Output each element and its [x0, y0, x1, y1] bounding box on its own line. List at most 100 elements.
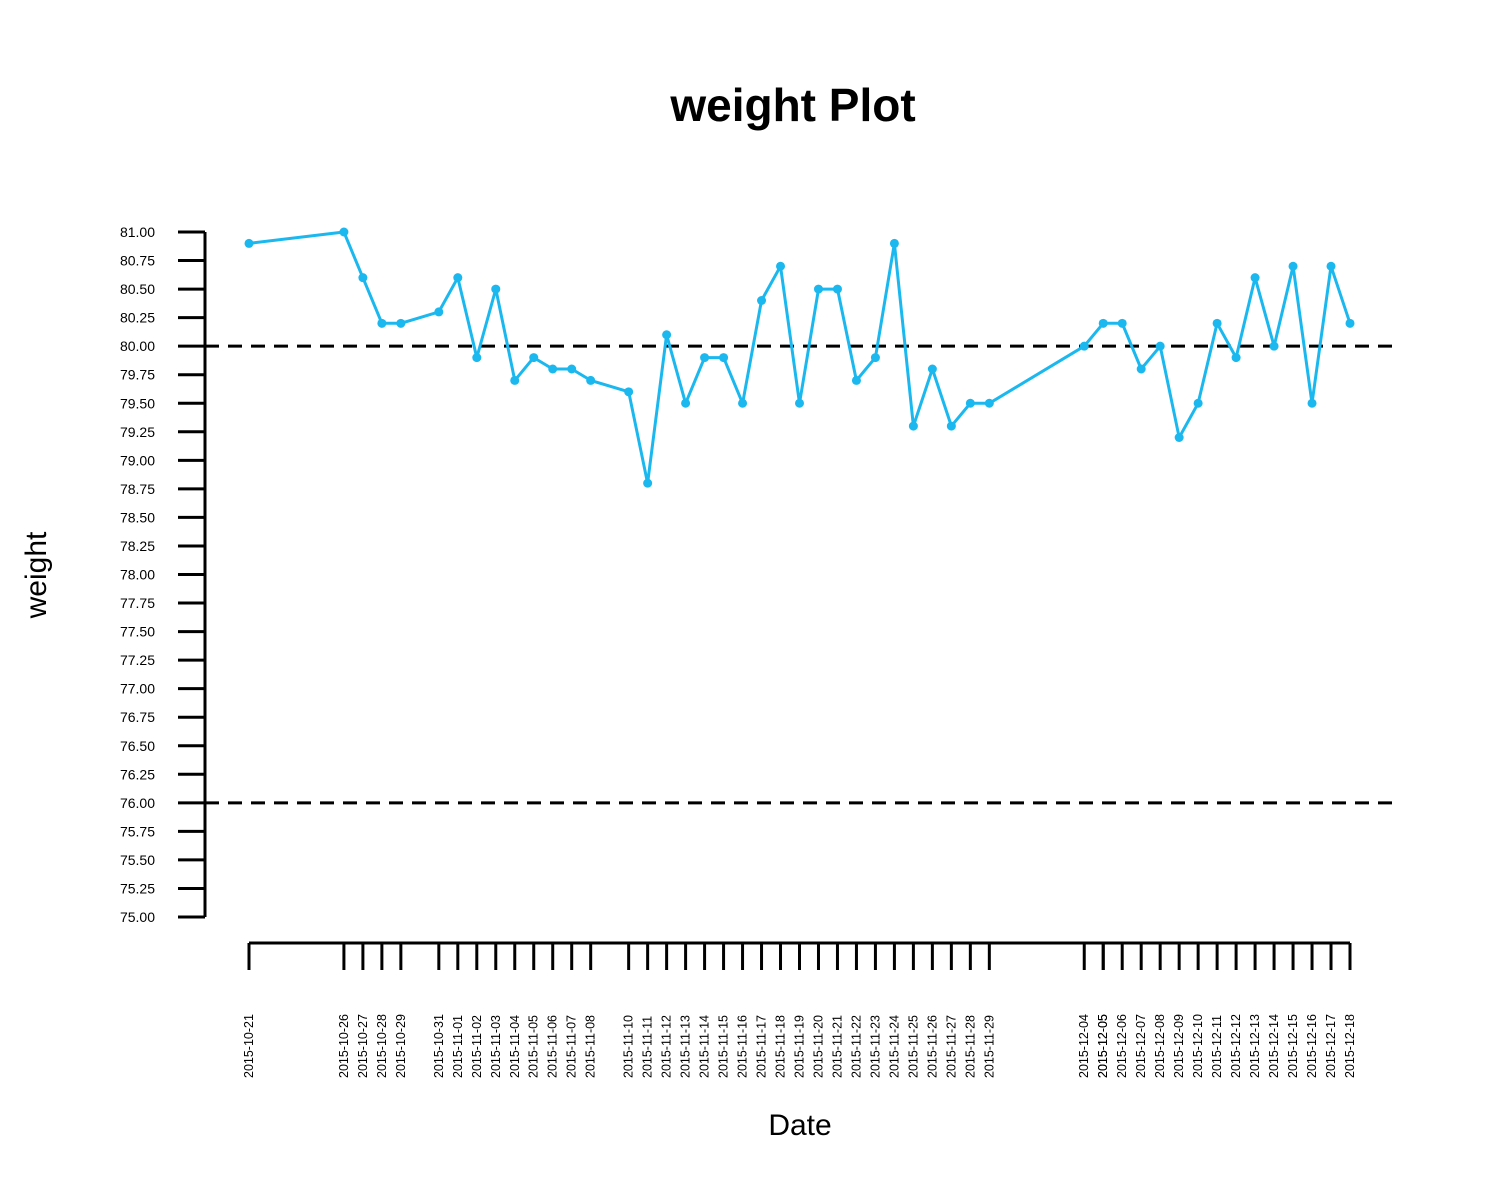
- data-point: [776, 261, 786, 271]
- y-tick-label: 76.75: [120, 709, 155, 725]
- data-point: [832, 284, 842, 294]
- data-point: [358, 273, 368, 283]
- x-tick-label: 2015-12-07: [1134, 1014, 1148, 1078]
- x-tick-label: 2015-11-20: [811, 1015, 825, 1078]
- x-tick-label: 2015-10-29: [394, 1014, 408, 1078]
- y-tick-label: 78.00: [120, 567, 155, 583]
- x-tick-label: 2015-10-21: [242, 1014, 256, 1078]
- x-tick-label: 2015-12-15: [1286, 1014, 1300, 1078]
- x-tick-label: 2015-11-13: [679, 1015, 693, 1078]
- y-tick-label: 81.00: [120, 224, 155, 240]
- x-tick-label: 2015-12-05: [1096, 1014, 1110, 1078]
- x-tick-label: 2015-11-23: [868, 1015, 882, 1078]
- y-axis-label: weight: [20, 531, 53, 619]
- x-tick-label: 2015-11-10: [622, 1015, 636, 1078]
- data-point: [1136, 364, 1146, 374]
- y-tick-label: 79.25: [120, 424, 155, 440]
- x-tick-label: 2015-12-11: [1210, 1015, 1224, 1078]
- x-tick-label: 2015-11-01: [451, 1015, 465, 1078]
- x-tick-label: 2015-11-05: [527, 1015, 541, 1078]
- data-point: [984, 398, 994, 408]
- data-point: [738, 398, 748, 408]
- data-point: [1307, 398, 1317, 408]
- data-point: [567, 364, 577, 374]
- x-tick-label: 2015-10-26: [337, 1014, 351, 1078]
- x-tick-label: 2015-11-17: [755, 1015, 769, 1078]
- y-tick-label: 80.00: [120, 338, 155, 354]
- data-point: [1326, 261, 1336, 271]
- data-point: [1079, 341, 1089, 351]
- y-tick-label: 77.50: [120, 624, 155, 640]
- y-tick-label: 76.25: [120, 766, 155, 782]
- y-tick-label: 77.25: [120, 652, 155, 668]
- x-tick-label: 2015-12-12: [1229, 1014, 1243, 1078]
- data-point: [491, 284, 501, 294]
- data-point: [1345, 318, 1355, 328]
- series-line: [248, 230, 1352, 485]
- data-point: [244, 238, 254, 248]
- data-point: [1250, 273, 1260, 283]
- data-point: [908, 421, 918, 431]
- y-tick-label: 76.00: [120, 795, 155, 811]
- data-point: [1155, 341, 1165, 351]
- x-tick-label: 2015-11-14: [698, 1015, 712, 1078]
- y-tick-label: 80.75: [120, 253, 155, 269]
- reference-lines: [205, 344, 1395, 805]
- data-point: [851, 375, 861, 385]
- data-point: [377, 318, 387, 328]
- x-tick-label: 2015-11-12: [660, 1015, 674, 1078]
- data-point: [396, 318, 406, 328]
- x-tick-label: 2015-11-04: [508, 1015, 522, 1078]
- data-point: [586, 375, 596, 385]
- data-point: [1174, 433, 1184, 442]
- x-tick-label: 2015-11-06: [546, 1015, 560, 1078]
- series-group: [244, 227, 1355, 488]
- y-tick-label: 79.75: [120, 367, 155, 383]
- y-tick-label: 78.25: [120, 538, 155, 554]
- data-point: [548, 364, 558, 374]
- x-tick-label: 2015-11-21: [830, 1015, 844, 1078]
- x-tick-label: 2015-12-08: [1153, 1014, 1167, 1078]
- x-axis-label: Date: [768, 1109, 831, 1142]
- data-point: [965, 398, 975, 408]
- data-point: [946, 421, 956, 431]
- x-tick-label: 2015-12-14: [1267, 1014, 1281, 1078]
- y-tick-label: 75.25: [120, 880, 155, 896]
- data-point: [719, 353, 729, 363]
- data-point: [1117, 318, 1127, 328]
- data-point: [1193, 398, 1203, 408]
- data-point: [927, 364, 937, 374]
- data-point: [510, 375, 520, 385]
- chart-title: weight Plot: [669, 79, 915, 131]
- y-tick-label: 77.00: [120, 681, 155, 697]
- data-point: [870, 353, 880, 363]
- x-tick-label: 2015-12-04: [1077, 1014, 1091, 1078]
- x-tick-label: 2015-11-29: [982, 1015, 996, 1078]
- y-tick-label: 79.00: [120, 452, 155, 468]
- x-tick-label: 2015-11-18: [774, 1015, 788, 1078]
- y-tick-label: 79.50: [120, 395, 155, 411]
- y-axis: 75.00 75.25 75.50 75.75 76.00 76.25 76.50 76.75…: [120, 224, 207, 925]
- x-tick-label: 2015-11-22: [849, 1015, 863, 1078]
- data-point: [889, 238, 899, 248]
- x-tick-label: 2015-10-27: [356, 1014, 370, 1078]
- x-tick-label: 2015-11-03: [489, 1015, 503, 1078]
- y-tick-label: 77.75: [120, 595, 155, 611]
- y-tick-label: 75.00: [120, 909, 155, 925]
- data-point: [434, 307, 444, 317]
- y-tick-label: 78.75: [120, 481, 155, 497]
- data-point: [624, 387, 634, 397]
- data-point: [1212, 318, 1222, 328]
- data-point: [1231, 353, 1241, 363]
- x-tick-label: 2015-11-26: [925, 1015, 939, 1078]
- y-tick-label: 75.75: [120, 823, 155, 839]
- x-tick-label: 2015-12-13: [1248, 1014, 1262, 1078]
- x-tick-label: 2015-11-07: [565, 1015, 579, 1078]
- x-tick-label: 2015-12-16: [1305, 1014, 1319, 1078]
- x-tick-label: 2015-12-18: [1343, 1014, 1357, 1078]
- x-tick-label: 2015-11-08: [584, 1015, 598, 1078]
- data-point: [700, 353, 710, 363]
- data-point: [1269, 341, 1279, 351]
- y-tick-label: 76.50: [120, 738, 155, 754]
